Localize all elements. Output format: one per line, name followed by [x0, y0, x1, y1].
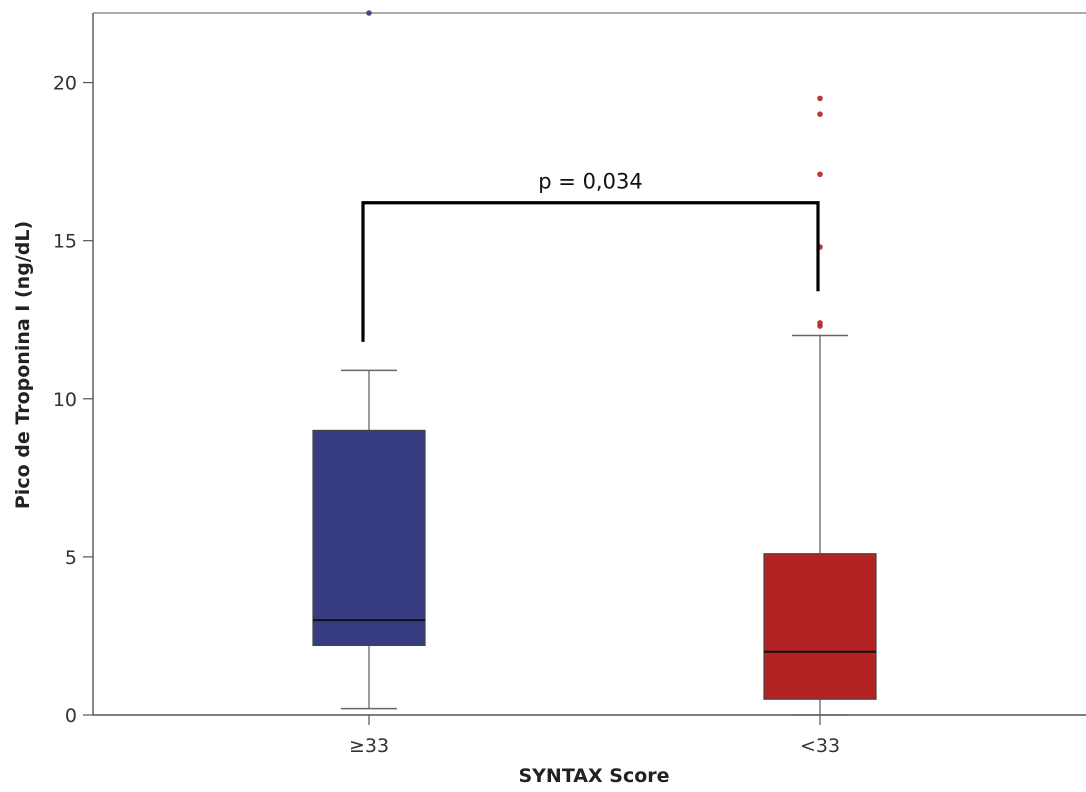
outlier-point — [817, 111, 823, 117]
p-value-label: p = 0,034 — [538, 170, 642, 194]
y-tick-label: 0 — [65, 705, 77, 727]
outlier-point — [817, 171, 823, 178]
y-tick-label: 15 — [53, 231, 77, 253]
y-tick-label: 5 — [65, 547, 77, 569]
y-tick-label: 10 — [53, 389, 77, 411]
outlier-point — [366, 10, 372, 16]
y-axis-title: Pico de Troponina I (ng/dL) — [12, 221, 34, 509]
boxes-layer — [312, 10, 877, 716]
outlier-point — [817, 95, 823, 102]
outlier-point — [817, 320, 823, 326]
y-tick-label: 20 — [53, 73, 77, 95]
box-iqr — [312, 429, 426, 647]
box-iqr — [763, 553, 877, 700]
x-tick-label: ≥33 — [349, 735, 389, 757]
x-axis-title: SYNTAX Score — [518, 765, 669, 787]
significance-bracket — [361, 201, 820, 342]
annotation-layer: p = 0,034 — [361, 170, 820, 342]
x-tick-label: <33 — [800, 735, 840, 757]
axes-layer: 0 5 10 15 20 ≥33 <33 — [53, 12, 1086, 757]
